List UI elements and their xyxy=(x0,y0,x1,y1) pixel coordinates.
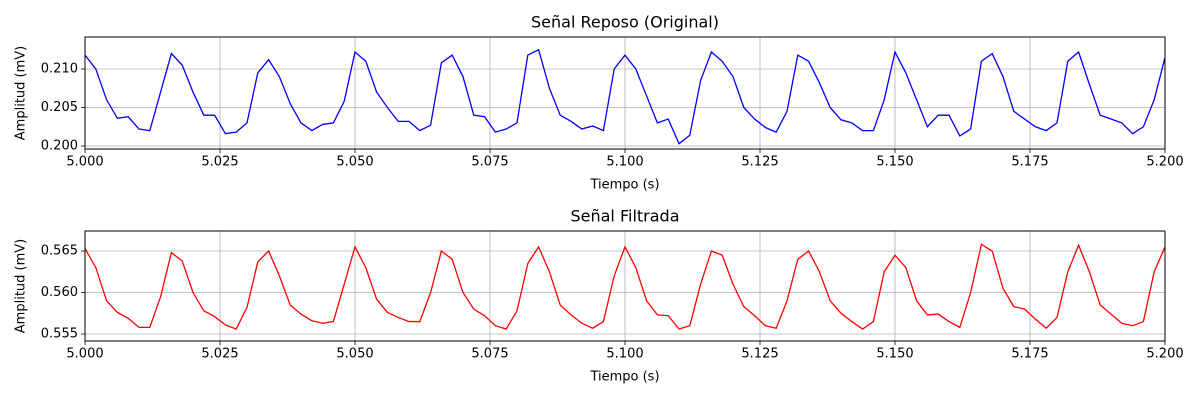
x-tick-label: 5.000 xyxy=(66,155,103,170)
plot-frame xyxy=(84,36,1166,150)
x-tick-label: 5.100 xyxy=(606,155,643,170)
y-axis-label: Amplitud (mV) xyxy=(14,239,29,333)
y-axis-label: Amplitud (mV) xyxy=(14,46,29,140)
x-tick-label: 5.025 xyxy=(201,347,238,362)
y-tick-label: 0.555 xyxy=(41,327,78,342)
signal-line xyxy=(85,48,1165,145)
x-tick-label: 5.150 xyxy=(876,347,913,362)
x-tick-label: 5.125 xyxy=(741,347,778,362)
plot-frame xyxy=(84,230,1166,342)
x-tick-label: 5.175 xyxy=(1011,155,1048,170)
x-tick-label: 5.125 xyxy=(741,155,778,170)
y-tick-label: 0.200 xyxy=(41,138,78,153)
x-tick-label: 5.075 xyxy=(471,347,508,362)
y-tick-label: 0.565 xyxy=(41,244,78,259)
chart-title: Señal Filtrada xyxy=(570,207,679,226)
y-tick-label: 0.560 xyxy=(41,285,78,300)
chart-title: Señal Reposo (Original) xyxy=(531,13,719,32)
x-tick-label: 5.200 xyxy=(1146,347,1183,362)
x-axis-label: Tiempo (s) xyxy=(589,370,659,385)
x-tick-label: 5.050 xyxy=(336,347,373,362)
x-tick-label: 5.000 xyxy=(66,347,103,362)
x-tick-label: 5.050 xyxy=(336,155,373,170)
y-tick-label: 0.205 xyxy=(41,100,78,115)
y-tick-label: 0.210 xyxy=(41,61,78,76)
x-tick-label: 5.200 xyxy=(1146,155,1183,170)
x-tick-label: 5.075 xyxy=(471,155,508,170)
x-axis-label: Tiempo (s) xyxy=(589,178,659,193)
x-tick-label: 5.025 xyxy=(201,155,238,170)
x-tick-label: 5.150 xyxy=(876,155,913,170)
signal-line xyxy=(85,243,1165,330)
x-tick-label: 5.100 xyxy=(606,347,643,362)
x-tick-label: 5.175 xyxy=(1011,347,1048,362)
